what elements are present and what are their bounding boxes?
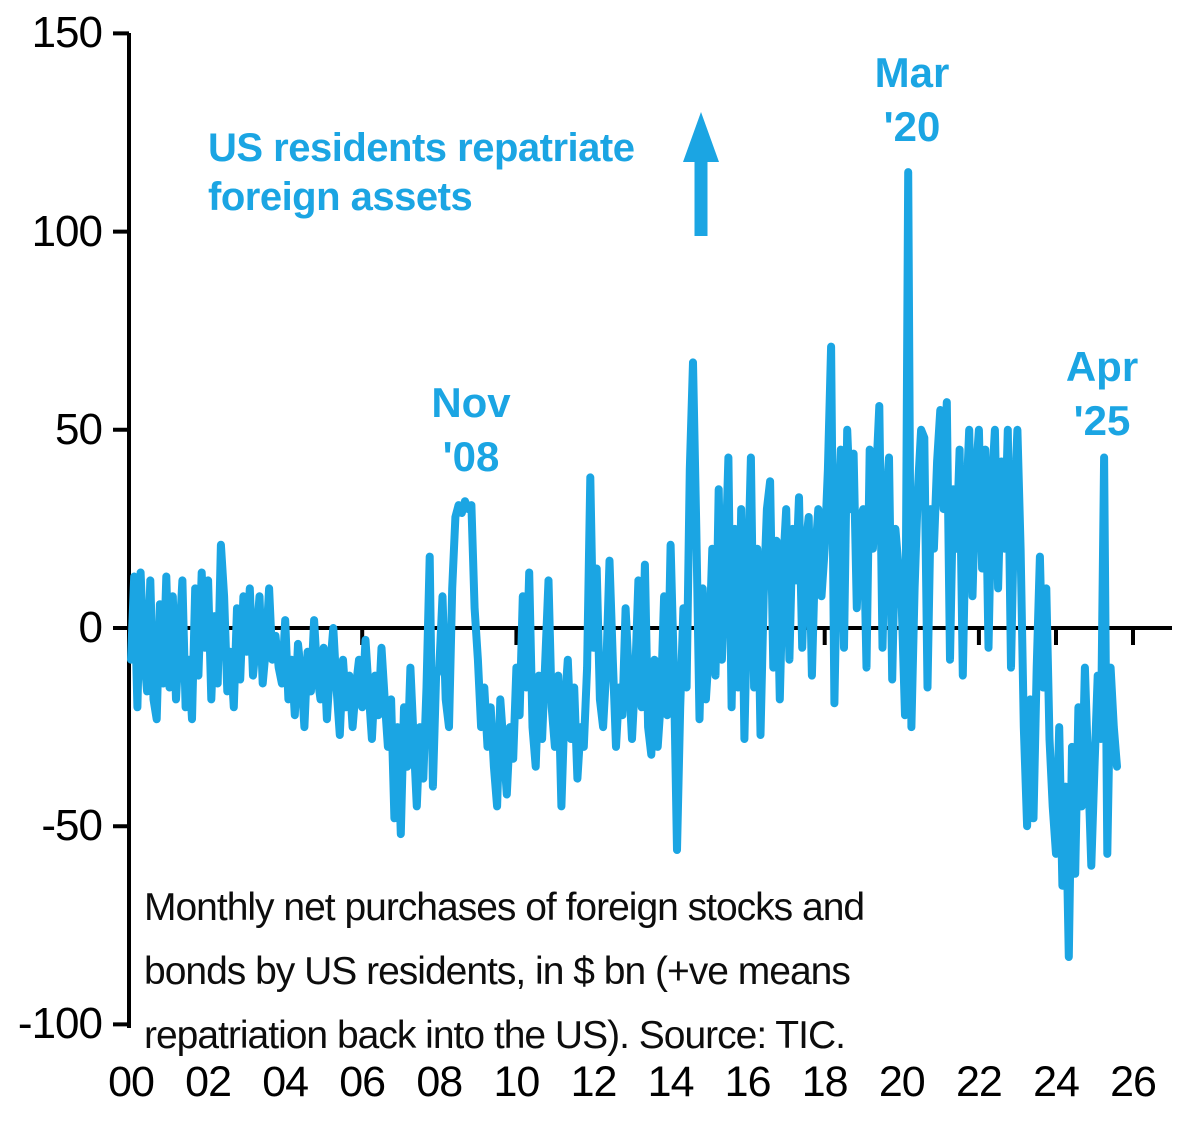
data-line	[127, 168, 1121, 961]
x-axis-tick-label: 24	[1033, 1058, 1080, 1106]
x-axis-tick-label: 16	[724, 1058, 772, 1106]
y-axis-tick-label: 0	[78, 603, 103, 652]
annotation-nov-08: Nov '08	[431, 379, 511, 480]
x-axis-tick-label: 20	[878, 1058, 926, 1106]
y-axis-tick-label: -50	[41, 801, 103, 851]
y-axis-tick-label: 150	[31, 8, 103, 58]
x-axis-tick-label: 08	[416, 1058, 463, 1106]
up-arrow-icon	[683, 112, 719, 236]
x-axis-tick-label: 06	[339, 1058, 386, 1106]
x-axis-tick-label: 02	[185, 1058, 232, 1106]
annotation-mar-20: Mar '20	[874, 49, 950, 150]
y-axis-tick-label: 50	[55, 404, 103, 454]
x-axis-tick-label: 00	[108, 1058, 155, 1106]
x-axis-tick-label: 18	[801, 1058, 849, 1106]
x-axis-tick-label: 26	[1110, 1058, 1157, 1106]
y-axis-tick-label: -100	[17, 999, 103, 1049]
x-axis-tick-label: 04	[262, 1058, 309, 1106]
x-axis-tick-label: 22	[955, 1058, 1003, 1106]
chart-caption: Monthly net purchases of foreign stocks …	[144, 886, 865, 1057]
annotation-repatriate-note: US residents repatriate foreign assets	[208, 126, 635, 219]
x-axis-tick-label: 10	[493, 1058, 540, 1106]
annotation-apr-25: Apr '25	[1065, 343, 1139, 444]
y-axis-tick-label: 100	[31, 206, 103, 256]
x-axis-tick-label: 14	[647, 1058, 695, 1106]
x-axis-tick-label: 12	[570, 1058, 618, 1106]
